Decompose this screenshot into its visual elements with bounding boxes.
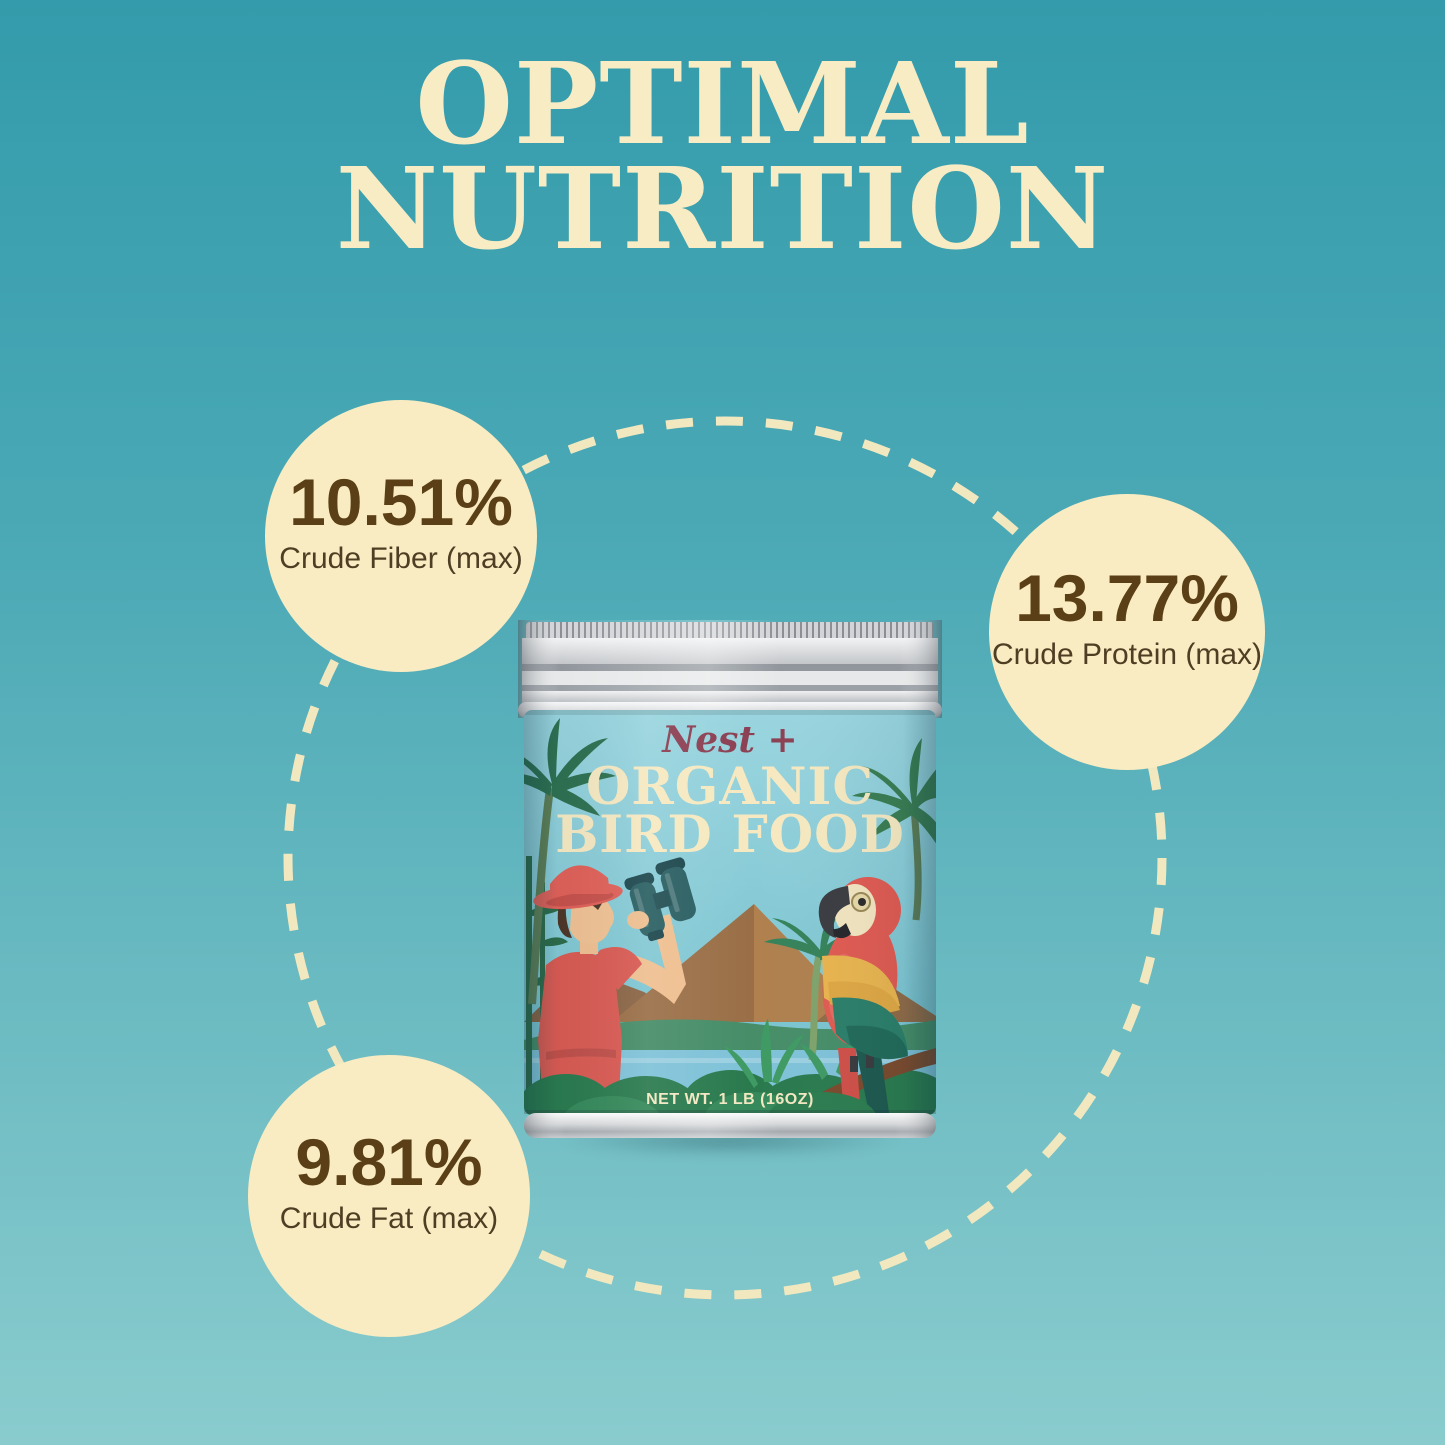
label-shading [524,710,936,1115]
dashed-circle-path [283,416,1167,1300]
stat-circle-crude-fiber: 10.51% Crude Fiber (max) [265,400,537,672]
page-title-line-1: OPTIMAL [415,39,1030,170]
stat-content: 10.51% Crude Fiber (max) [279,468,522,575]
stat-circle-crude-fat: 9.81% Crude Fat (max) [248,1055,530,1337]
stat-label: Crude Protein (max) [991,637,1263,671]
can-lid [518,620,942,718]
can-bottom-rim [524,1110,936,1138]
page-title: OPTIMAL NUTRITION [0,49,1445,266]
stat-circle-crude-protein: 13.77% Crude Protein (max) [989,494,1265,770]
stat-content: 9.81% Crude Fat (max) [280,1128,498,1235]
stat-content: 13.77% Crude Protein (max) [992,564,1262,671]
stat-value: 10.51% [289,465,513,540]
stat-label: Crude Fiber (max) [279,541,523,575]
page-title-line-2: NUTRITION [335,144,1110,276]
product-can-svg: Nest + ORGANIC BIRD FOOD NET WT. 1 LB (1… [518,620,942,1138]
product-can-image: Nest + ORGANIC BIRD FOOD NET WT. 1 LB (1… [516,620,944,1144]
can-label: Nest + ORGANIC BIRD FOOD NET WT. 1 LB (1… [524,710,936,1115]
stat-label: Crude Fat (max) [279,1201,499,1235]
stat-value: 9.81% [295,1125,483,1200]
stat-value: 13.77% [1015,561,1239,636]
